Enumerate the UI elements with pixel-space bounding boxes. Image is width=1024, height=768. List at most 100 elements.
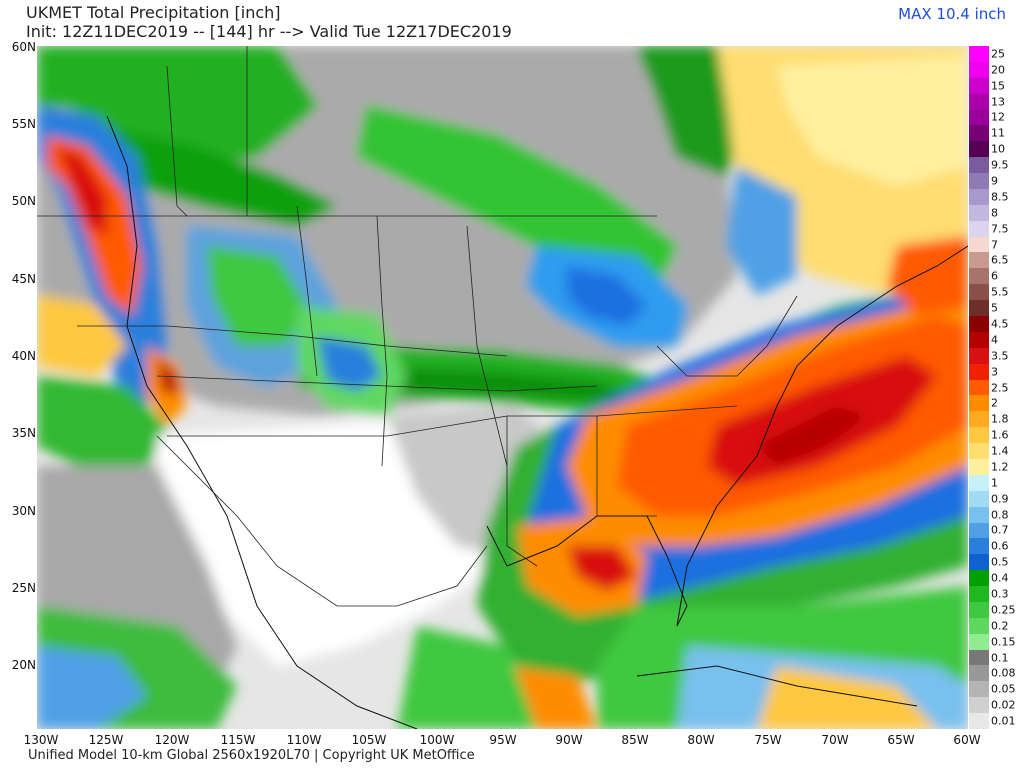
colorbar-level-label: 1.4	[991, 444, 1009, 458]
colorbar-level-label: 6.5	[991, 253, 1009, 267]
colorbar-swatch	[969, 474, 989, 492]
colorbar-level-label: 1.2	[991, 460, 1009, 474]
colorbar-level-label: 0.08	[991, 666, 1016, 680]
colorbar-level-label: 7.5	[991, 222, 1009, 236]
colorbar-level-label: 4	[991, 333, 998, 347]
colorbar-level-label: 1.6	[991, 428, 1009, 442]
colorbar-swatch	[969, 458, 989, 476]
colorbar-swatch	[969, 109, 989, 126]
colorbar-level-label: 0.25	[991, 603, 1016, 617]
colorbar	[969, 46, 989, 730]
colorbar-swatch	[969, 157, 989, 174]
lon-label-75w: 75W	[754, 733, 782, 747]
colorbar-swatch	[969, 204, 989, 222]
colorbar-swatch	[969, 665, 989, 682]
colorbar-swatch	[969, 93, 989, 111]
lon-label-125w: 125W	[88, 733, 124, 747]
map-title: UKMET Total Precipitation [inch]	[26, 3, 281, 22]
colorbar-swatch	[969, 268, 989, 285]
max-value-label: MAX 10.4 inch	[898, 5, 1006, 23]
colorbar-swatch	[969, 601, 989, 619]
colorbar-level-label: 0.3	[991, 587, 1009, 601]
lat-label-55n: 55N	[11, 117, 36, 131]
lon-label-120w: 120W	[154, 733, 190, 747]
lat-label-20n: 20N	[11, 658, 36, 672]
colorbar-level-label: 0.6	[991, 539, 1009, 553]
colorbar-swatch	[969, 713, 989, 730]
colorbar-level-label: 3.5	[991, 349, 1009, 363]
colorbar-level-label: 7	[991, 238, 998, 252]
colorbar-swatch	[969, 490, 989, 508]
colorbar-level-label: 0.01	[991, 714, 1016, 728]
colorbar-level-label: 0.05	[991, 682, 1016, 696]
coastlines	[106, 115, 968, 729]
map-svg	[37, 46, 968, 729]
colorbar-level-label: 1.8	[991, 412, 1009, 426]
colorbar-swatch	[969, 379, 989, 396]
colorbar-level-label: 0.5	[991, 555, 1009, 569]
lon-label-65w: 65W	[887, 733, 915, 747]
colorbar-swatch	[969, 697, 989, 714]
colorbar-level-label: 0.2	[991, 619, 1009, 633]
colorbar-level-label: 0.8	[991, 508, 1009, 522]
colorbar-swatch	[969, 681, 989, 698]
colorbar-level-label: 0.9	[991, 492, 1009, 506]
colorbar-level-label: 9	[991, 174, 998, 188]
colorbar-level-label: 2.5	[991, 381, 1009, 394]
precip-field	[37, 46, 968, 729]
colorbar-level-label: 4.5	[991, 317, 1009, 331]
lon-label-60w: 60W	[953, 733, 981, 747]
colorbar-swatch	[969, 252, 989, 269]
lat-label-45n: 45N	[11, 272, 36, 286]
colorbar-level-label: 13	[991, 95, 1005, 109]
lat-label-35n: 35N	[11, 426, 36, 440]
colorbar-swatch	[969, 633, 989, 651]
colorbar-swatch	[969, 300, 989, 317]
colorbar-swatch	[969, 61, 989, 79]
colorbar-level-label: 11	[991, 126, 1005, 140]
colorbar-level-label: 9.5	[991, 158, 1009, 172]
colorbar-swatch	[969, 443, 989, 460]
colorbar-level-label: 0.15	[991, 635, 1016, 649]
lat-label-30n: 30N	[11, 504, 36, 518]
colorbar-level-label: 1	[991, 476, 998, 490]
colorbar-level-label: 6	[991, 269, 998, 283]
colorbar-swatch	[969, 395, 989, 412]
lon-label-70w: 70W	[821, 733, 849, 747]
colorbar-level-label: 25	[991, 47, 1005, 61]
colorbar-level-label: 8.5	[991, 190, 1009, 204]
lon-label-105w: 105W	[351, 733, 387, 747]
colorbar-swatch	[969, 427, 989, 444]
lat-label-50n: 50N	[11, 194, 36, 208]
lat-label-40n: 40N	[11, 349, 36, 363]
lon-label-130w: 130W	[23, 733, 59, 747]
colorbar-swatch	[969, 236, 989, 253]
footer-credit: Unified Model 10-km Global 2560x1920L70 …	[28, 748, 475, 763]
lon-label-95w: 95W	[489, 733, 517, 747]
colorbar-swatch	[969, 506, 989, 523]
lon-label-100w: 100W	[419, 733, 455, 747]
colorbar-swatch	[969, 570, 989, 587]
colorbar-level-label: 12	[991, 110, 1005, 124]
colorbar-swatch	[969, 538, 989, 555]
colorbar-level-label: 15	[991, 79, 1005, 93]
colorbar-swatch	[969, 77, 989, 95]
lon-label-110w: 110W	[286, 733, 322, 747]
colorbar-swatch	[969, 316, 989, 333]
colorbar-level-label: 0.4	[991, 571, 1009, 585]
precipitation-map	[37, 46, 968, 729]
lon-label-85w: 85W	[621, 733, 649, 747]
colorbar-swatch	[969, 363, 989, 381]
colorbar-level-label: 20	[991, 63, 1005, 77]
colorbar-level-label: 3	[991, 365, 998, 379]
colorbar-swatch	[969, 141, 989, 158]
colorbar-swatch	[969, 586, 989, 603]
colorbar-swatch	[969, 649, 989, 666]
colorbar-swatch	[969, 347, 989, 365]
colorbar-swatch	[969, 522, 989, 539]
colorbar-swatch	[969, 188, 989, 206]
colorbar-swatch	[969, 46, 989, 63]
colorbar-level-label: 0.1	[991, 651, 1009, 665]
lon-label-115w: 115W	[220, 733, 256, 747]
lat-label-25n: 25N	[11, 581, 36, 595]
